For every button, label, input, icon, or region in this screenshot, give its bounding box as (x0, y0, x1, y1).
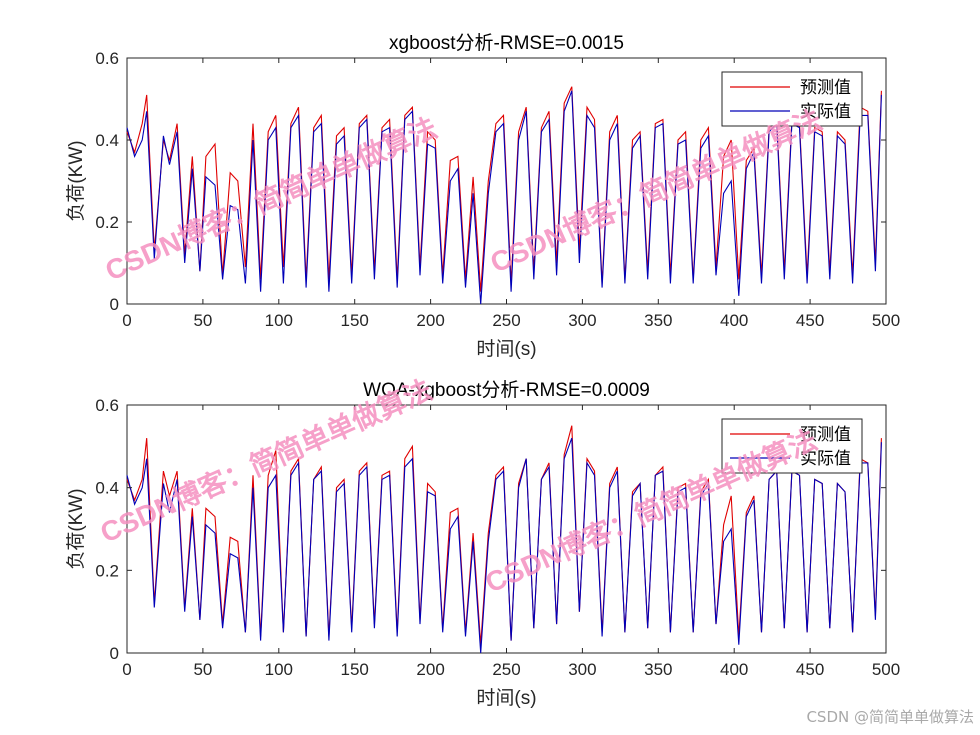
chart-title: WOA-xgboost分析-RMSE=0.0009 (363, 379, 650, 401)
y-tick-label: 0.6 (95, 49, 119, 68)
y-tick-label: 0.4 (95, 131, 119, 150)
y-tick-label: 0.2 (95, 213, 119, 232)
chart-title: xgboost分析-RMSE=0.0015 (389, 32, 624, 54)
subplot-2: 0 50 100 150 200 250 300 350 400 450 500 0 0.2 0.4 0.6… (65, 379, 900, 709)
legend-box (721, 418, 863, 474)
csdn-credit: CSDN @简简单单做算法 (806, 708, 974, 726)
x-tick-label: 450 (796, 660, 824, 679)
x-tick-label: 50 (193, 660, 212, 679)
y-tick-label: 0.6 (95, 396, 119, 415)
x-tick-label: 50 (193, 311, 212, 330)
legend-box (721, 71, 863, 127)
x-tick-label: 200 (416, 311, 444, 330)
x-tick-label: 500 (872, 660, 900, 679)
x-tick-label: 450 (796, 311, 824, 330)
x-tick-label: 100 (265, 660, 293, 679)
y-axis-label: 负荷(KW) (65, 488, 87, 569)
actual-series-line (126, 90, 882, 305)
x-tick-label: 400 (720, 660, 748, 679)
legend-actual-label: 实际值 (800, 449, 851, 468)
legend-predicted-label: 预测值 (800, 425, 851, 444)
legend-actual-label: 实际值 (800, 102, 851, 121)
y-tick-label: 0 (110, 295, 119, 314)
x-tick-label: 150 (341, 660, 369, 679)
x-tick-label: 200 (416, 660, 444, 679)
x-axis-label: 时间(s) (476, 338, 536, 360)
legend-predicted-label: 预测值 (800, 78, 851, 97)
x-tick-label: 500 (872, 311, 900, 330)
y-tick-label: 0.4 (95, 479, 119, 498)
x-tick-label: 300 (568, 660, 596, 679)
x-axis-label: 时间(s) (476, 687, 536, 709)
y-tick-label: 0.2 (95, 561, 119, 580)
x-tick-label: 350 (644, 660, 672, 679)
actual-series-line (126, 437, 882, 654)
x-tick-label: 300 (568, 311, 596, 330)
x-tick-label: 350 (644, 311, 672, 330)
x-tick-label: 0 (122, 660, 131, 679)
x-tick-label: 250 (492, 660, 520, 679)
subplot-1: 0 50 100 150 200 250 300 350 400 450 500 0 0.2 0.4 0.6… (65, 32, 900, 360)
x-tick-label: 150 (341, 311, 369, 330)
y-tick-label: 0 (110, 644, 119, 663)
x-tick-label: 100 (265, 311, 293, 330)
x-tick-label: 400 (720, 311, 748, 330)
y-axis-label: 负荷(KW) (65, 140, 87, 221)
x-tick-label: 0 (122, 311, 131, 330)
x-tick-label: 250 (492, 311, 520, 330)
